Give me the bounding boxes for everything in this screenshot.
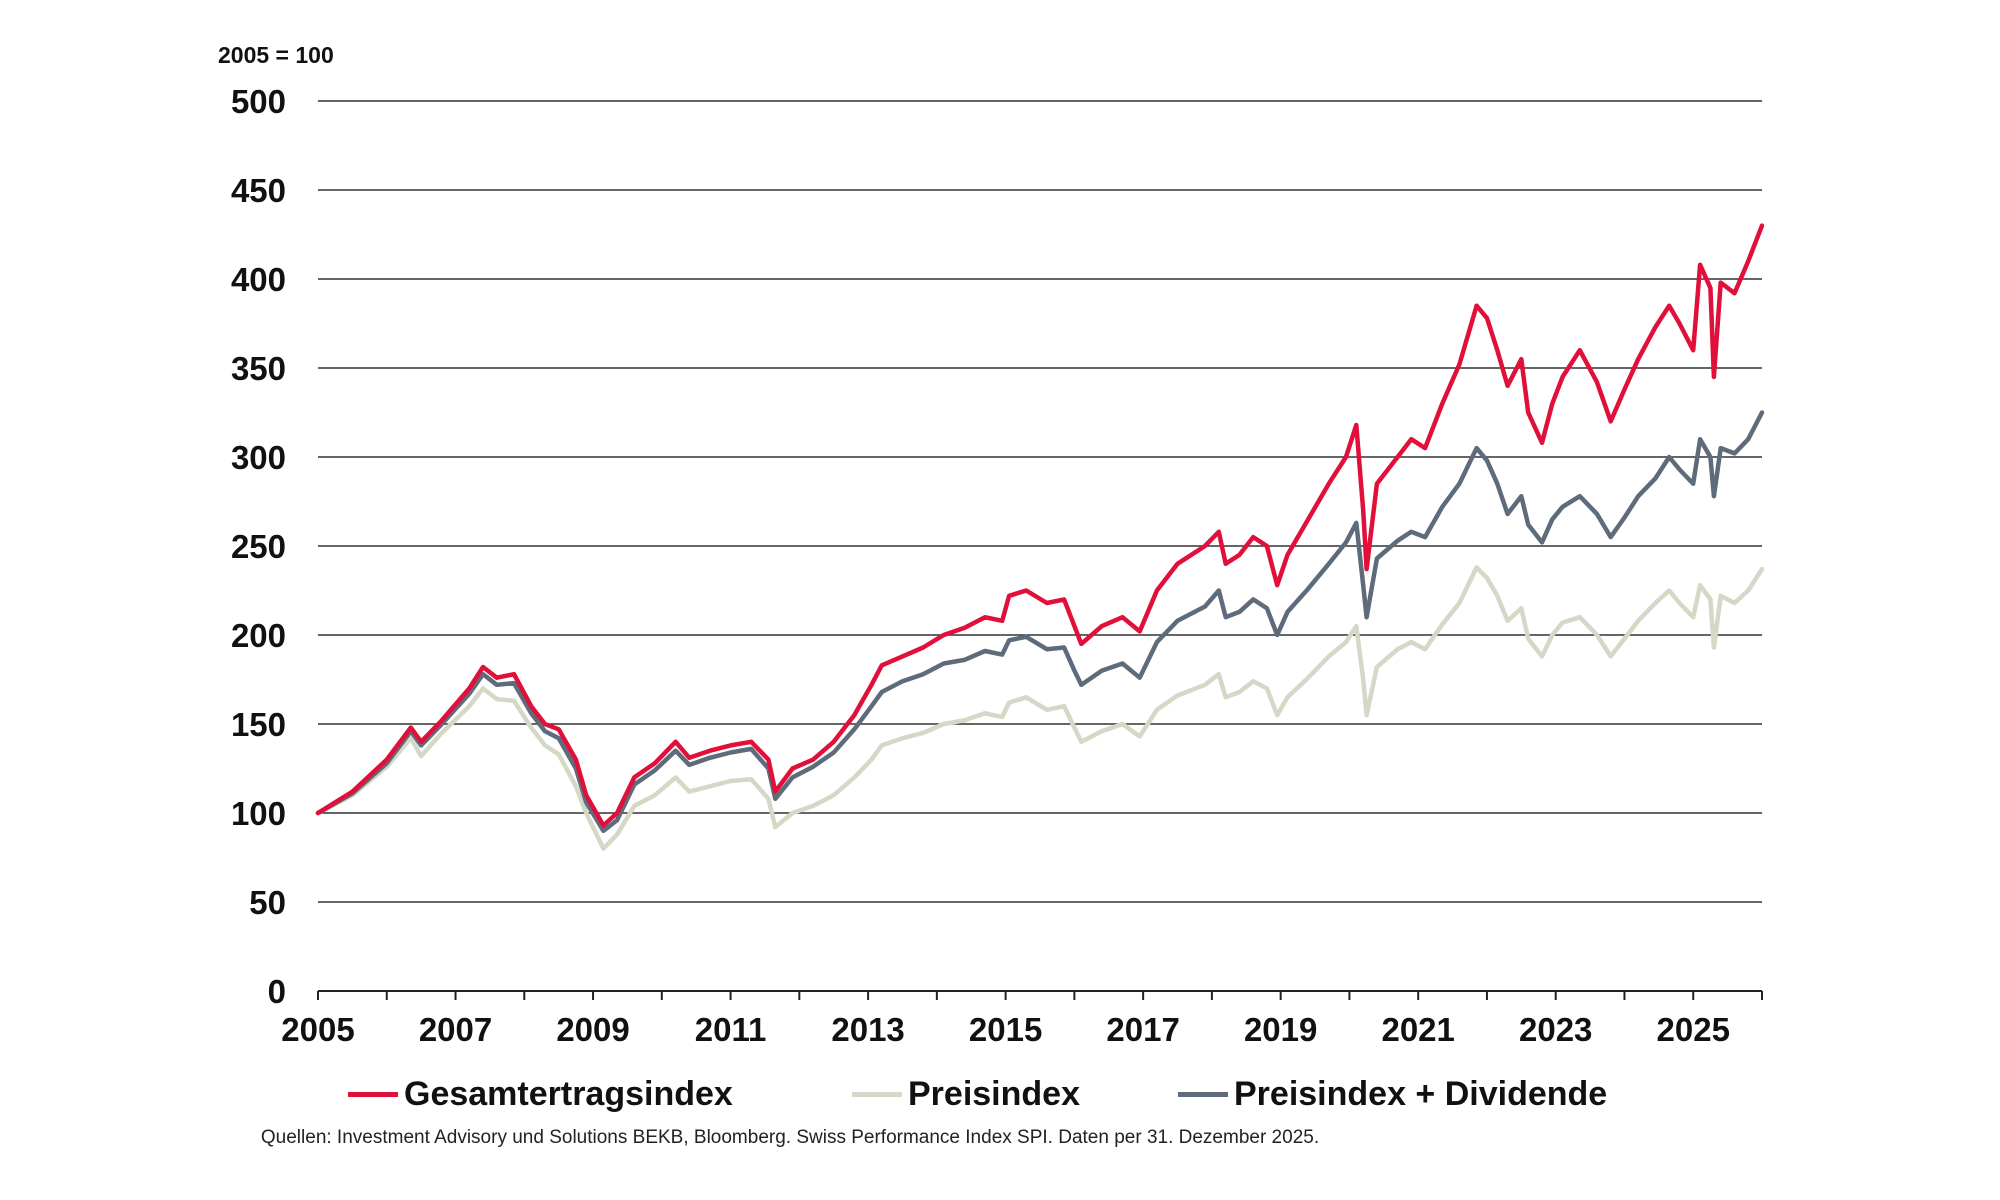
legend-item-preisindex-dividende: Preisindex + Dividende (1178, 1068, 1607, 1120)
x-tick-label: 2005 (281, 1011, 354, 1048)
x-tick-label: 2015 (969, 1011, 1042, 1048)
y-tick-label: 200 (231, 617, 286, 654)
x-tick-label: 2023 (1519, 1011, 1592, 1048)
legend-label: Preisindex (908, 1074, 1080, 1113)
legend-item-gesamtertragsindex: Gesamtertragsindex (348, 1068, 733, 1120)
y-tick-label: 50 (249, 884, 286, 921)
x-tick-label: 2013 (831, 1011, 904, 1048)
legend-label: Preisindex + Dividende (1234, 1074, 1608, 1113)
unit-label: 2005 = 100 (218, 42, 334, 68)
y-tick-label: 400 (231, 261, 286, 298)
x-tick-label: 2019 (1244, 1011, 1317, 1048)
legend-label: Gesamtertragsindex (404, 1074, 733, 1113)
x-tick-label: 2011 (695, 1011, 767, 1048)
y-tick-label: 150 (231, 706, 286, 743)
x-tick-label: 2021 (1381, 1011, 1454, 1048)
series-lines (315, 223, 1765, 851)
x-tick-label: 2009 (556, 1011, 629, 1048)
series-line-preisindex-dividende (315, 410, 1765, 834)
x-tick-label: 2017 (1106, 1011, 1179, 1048)
series-line-preisindex (315, 565, 1765, 851)
y-tick-label: 0 (268, 973, 286, 1010)
y-tick-label: 450 (231, 172, 286, 209)
x-tick-label: 2025 (1657, 1011, 1730, 1048)
legend: Gesamtertragsindex Preisindex Preisindex… (0, 1068, 2000, 1120)
legend-swatch (852, 1091, 902, 1097)
y-tick-label: 300 (231, 439, 286, 476)
y-tick-label: 100 (231, 795, 286, 832)
source-note: Quellen: Investment Advisory und Solutio… (260, 1127, 1320, 1148)
grid (318, 100, 1762, 903)
legend-swatch (1178, 1091, 1228, 1097)
y-tick-label: 350 (231, 350, 286, 387)
y-tick-label: 500 (231, 83, 286, 120)
legend-swatch (348, 1091, 398, 1097)
axes: 0 50 100 150 200 250 300 350 400 450 500 2005 2007 20… (231, 83, 1763, 1048)
x-tick-label: 2007 (419, 1011, 492, 1048)
series-line-gesamtertragsindex (315, 223, 1765, 828)
legend-item-preisindex: Preisindex (852, 1068, 1080, 1120)
y-tick-label: 250 (231, 528, 286, 565)
